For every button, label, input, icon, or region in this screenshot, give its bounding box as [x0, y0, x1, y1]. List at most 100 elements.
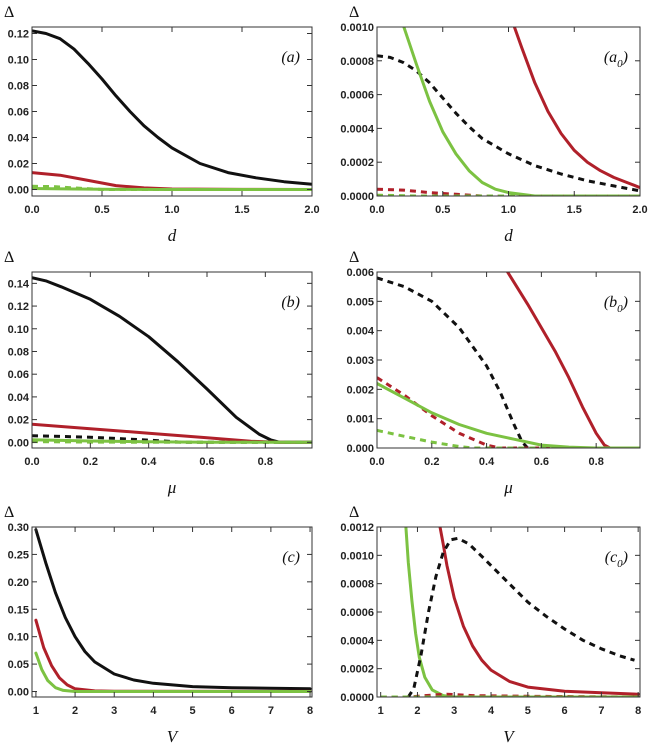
x-tick-label: 7: [598, 705, 604, 717]
x-tick-label: 4: [150, 705, 157, 717]
series-red-solid-line: [512, 27, 640, 190]
y-tick-label: 0.00: [8, 437, 29, 449]
series-black-solid-line: [34, 528, 312, 691]
x-tick-label: 3: [111, 705, 117, 717]
y-tick-label: 0.00: [8, 687, 29, 699]
y-tick-label: 0.0000: [340, 692, 374, 704]
y-tick-label: 0.02: [8, 159, 29, 171]
x-axis-label: V: [503, 727, 516, 744]
series-green-dashed-line: [32, 184, 312, 191]
y-tick-label: 0.12: [8, 301, 29, 313]
y-tick-label: 0.00: [8, 185, 29, 197]
series-black-solid-line: [32, 29, 312, 186]
x-axis-label: V: [167, 727, 180, 744]
x-tick-label: 0.5: [435, 204, 450, 216]
series-black-solid-line: [32, 276, 312, 444]
y-tick-label: 0.0004: [340, 123, 375, 135]
x-tick-label: 2: [414, 705, 420, 717]
x-tick-label: 1.0: [164, 204, 179, 216]
y-tick-label: 0.12: [8, 29, 29, 41]
y-tick-label: 0.14: [8, 278, 30, 290]
x-tick-label: 1.5: [567, 204, 582, 216]
y-tick-label: 0.0012: [340, 522, 374, 534]
panel-c: 1 2 3 4 5 6 7 8 0.00 0.05 0.10 0.15 0.20 0.25 0.30 V Δ (c…: [4, 504, 313, 744]
x-tick-label: 0.8: [589, 456, 604, 468]
x-tick-label: 4: [488, 705, 495, 717]
x-axis-label: d: [168, 226, 177, 245]
panel-a0: 0.0 0.5 1.0 1.5 2.0 0.0000 0.0002 0.0004 0.0006 0…: [340, 4, 647, 245]
x-tick-label: 0.5: [94, 204, 109, 216]
x-axis-label: d: [504, 226, 513, 245]
panel-b0: 0.0 0.2 0.4 0.6 0.8 0.000 0.001 0.002 0.003 0.004…: [346, 249, 641, 497]
plot-frame: [31, 26, 313, 197]
y-tick-label: 0.004: [346, 326, 374, 338]
y-tick-label: 0.006: [346, 267, 374, 279]
panel-tag: (a): [281, 49, 300, 66]
y-tick-label: 0.25: [8, 549, 29, 561]
x-tick-label: 1.5: [234, 204, 249, 216]
panel-tag: (b): [281, 294, 300, 311]
series-group: [32, 29, 312, 191]
y-tick-label: 0.002: [346, 384, 374, 396]
series-group: [32, 276, 312, 444]
y-tick-label: 0.30: [8, 522, 29, 534]
y-axis-label: Δ: [4, 249, 14, 266]
y-tick-label: 0.05: [8, 659, 29, 671]
y-tick-label: 0.06: [8, 107, 29, 119]
y-tick-label: 0.0002: [340, 157, 374, 169]
x-axis-label: μ: [503, 478, 513, 497]
series-green-solid-line: [402, 27, 640, 196]
x-tick-label: 0.0: [369, 456, 384, 468]
y-tick-label: 0.20: [8, 577, 29, 589]
panel-b: 0.0 0.2 0.4 0.6 0.8 0.00 0.02 0.04 0.06 0.08 0.10 0…: [4, 249, 313, 497]
panel-tag: (b0): [604, 294, 628, 315]
y-tick-label: 0.0010: [340, 550, 374, 562]
y-tick-label: 0.04: [8, 392, 30, 404]
plot-frame: [31, 526, 313, 698]
y-tick-label: 0.10: [8, 55, 29, 67]
series-red-dashed-line: [377, 376, 640, 448]
x-tick-label: 6: [562, 705, 568, 717]
series-red-solid-line: [505, 272, 640, 448]
series-green-dashed-line: [377, 428, 640, 448]
y-tick-label: 0.08: [8, 346, 29, 358]
series-green-dashed-line: [377, 193, 640, 196]
y-tick-label: 0.10: [8, 632, 29, 644]
x-tick-label: 0.4: [479, 456, 495, 468]
x-tick-label: 0.6: [534, 456, 549, 468]
y-tick-label: 0.001: [346, 414, 374, 426]
series-black-dashed-line: [32, 434, 312, 444]
x-tick-label: 0.0: [369, 204, 384, 216]
series-black-dashed-line: [377, 276, 640, 448]
panel-a: 0.0 0.5 1.0 1.5 2.0 0.00 0.02 0.04 0.06 0.08 0.10 0…: [4, 4, 320, 245]
series-green-solid-line: [404, 527, 640, 697]
y-tick-label: 0.10: [8, 324, 29, 336]
x-tick-label: 0.0: [24, 456, 39, 468]
y-tick-label: 0.0002: [340, 664, 374, 676]
y-tick-label: 0.0000: [340, 191, 374, 203]
x-tick-label: 8: [307, 705, 313, 717]
plot-frame: [376, 271, 641, 449]
y-axis-label: Δ: [349, 4, 359, 21]
y-tick-label: 0.0008: [340, 56, 374, 68]
y-tick-label: 0.0006: [340, 90, 374, 102]
x-tick-label: 1: [33, 705, 39, 717]
y-tick-label: 0.0008: [340, 579, 374, 591]
x-tick-label: 2.0: [304, 204, 319, 216]
x-tick-label: 0.6: [199, 456, 214, 468]
x-tick-label: 0.2: [424, 456, 439, 468]
x-tick-label: 3: [451, 705, 457, 717]
x-tick-label: 0.2: [83, 456, 98, 468]
y-axis-label: Δ: [349, 504, 359, 521]
y-tick-label: 0.0010: [340, 22, 374, 34]
x-tick-label: 8: [635, 705, 641, 717]
x-tick-label: 5: [525, 705, 531, 717]
x-tick-label: 2: [72, 705, 78, 717]
y-tick-label: 0.0004: [340, 635, 375, 647]
x-tick-label: 7: [268, 705, 274, 717]
y-tick-label: 0.000: [346, 443, 374, 455]
series-green-dashed-line: [32, 440, 312, 444]
x-tick-label: 5: [189, 705, 195, 717]
plot-frame: [31, 271, 313, 449]
x-tick-label: 0.0: [24, 204, 39, 216]
